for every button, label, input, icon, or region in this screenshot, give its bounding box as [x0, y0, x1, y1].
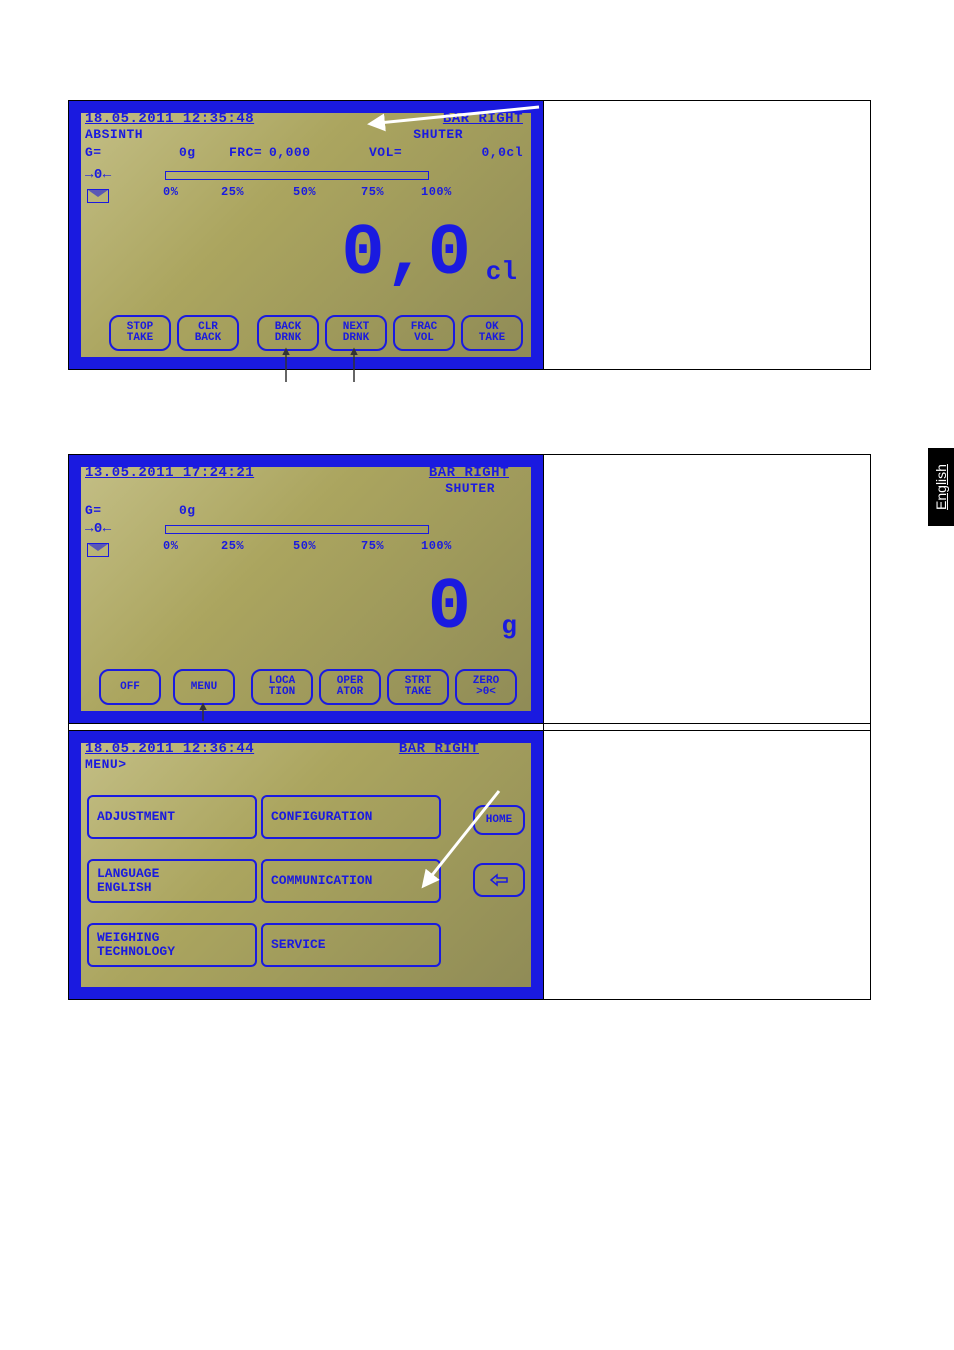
weighing-technology-button[interactable]: WEIGHINGTECHNOLOGY	[87, 923, 257, 967]
screen-3: 18.05.2011 12:36:44 BAR RIGHT MENU> ADJU…	[69, 731, 543, 999]
envelope-icon	[87, 189, 109, 203]
operator-button[interactable]: OPERATOR	[319, 669, 381, 705]
scale-25: 25%	[221, 185, 244, 199]
screen-2: 13.05.2011 17:24:21 BAR RIGHT SHUTER G= …	[69, 455, 543, 723]
scale-100: 100%	[421, 185, 452, 199]
zero-button[interactable]: ZERO>0<	[455, 669, 517, 705]
service-button[interactable]: SERVICE	[261, 923, 441, 967]
language-button[interactable]: LANGUAGEENGLISH	[87, 859, 257, 903]
frac-vol-button[interactable]: FRACVOL	[393, 315, 455, 351]
figure-table-2: 13.05.2011 17:24:21 BAR RIGHT SHUTER G= …	[68, 454, 871, 1000]
header-location: BAR RIGHT	[399, 741, 479, 757]
back-drnk-button[interactable]: BACKDRNK	[257, 315, 319, 351]
language-tab-label: English	[933, 464, 949, 510]
stop-take-button[interactable]: STOPTAKE	[109, 315, 171, 351]
big-unit: g	[501, 611, 517, 641]
zero-icon: →0←	[85, 521, 112, 537]
big-unit: cl	[486, 257, 517, 287]
off-button[interactable]: OFF	[99, 669, 161, 705]
strt-take-button[interactable]: STRTTAKE	[387, 669, 449, 705]
scale-25: 25%	[221, 539, 244, 553]
drink-name: ABSINTH	[85, 127, 143, 142]
header-date-time: 18.05.2011 12:36:44	[85, 741, 254, 757]
screen-1: 18.05.2011 12:35:48 BAR RIGHT ABSINTH SH…	[69, 101, 543, 369]
scale-75: 75%	[361, 185, 384, 199]
g-label: G=	[85, 503, 102, 518]
home-button[interactable]: HOME	[473, 805, 525, 835]
scale-bar	[165, 171, 429, 180]
operator-name: SHUTER	[445, 481, 495, 496]
header-location: BAR RIGHT	[429, 465, 509, 481]
breadcrumb: MENU>	[85, 757, 127, 772]
g-value: 0g	[179, 145, 196, 160]
scale-bar	[165, 525, 429, 534]
vol-label: VOL=	[369, 145, 402, 160]
g-label: G=	[85, 145, 102, 160]
envelope-icon	[87, 543, 109, 557]
vol-value: 0,0cl	[481, 145, 523, 160]
location-button[interactable]: LOCATION	[251, 669, 313, 705]
scale-0: 0%	[163, 185, 178, 199]
header-location: BAR RIGHT	[443, 111, 523, 127]
clr-back-button[interactable]: CLRBACK	[177, 315, 239, 351]
adjustment-button[interactable]: ADJUSTMENT	[87, 795, 257, 839]
scale-100: 100%	[421, 539, 452, 553]
back-button[interactable]	[473, 863, 525, 897]
communication-button[interactable]: COMMUNICATION	[261, 859, 441, 903]
ok-take-button[interactable]: OKTAKE	[461, 315, 523, 351]
back-arrow-icon	[487, 871, 511, 889]
header-date-time: 13.05.2011 17:24:21	[85, 465, 254, 481]
frc-label: FRC=	[229, 145, 262, 160]
next-drnk-button[interactable]: NEXTDRNK	[325, 315, 387, 351]
description-cell-1	[544, 101, 871, 370]
scale-50: 50%	[293, 539, 316, 553]
scale-0: 0%	[163, 539, 178, 553]
configuration-button[interactable]: CONFIGURATION	[261, 795, 441, 839]
scale-50: 50%	[293, 185, 316, 199]
big-value: 0	[428, 567, 471, 649]
frc-value: 0,000	[269, 145, 311, 160]
g-value: 0g	[179, 503, 196, 518]
description-cell-3	[544, 731, 871, 1000]
language-tab[interactable]: English	[928, 448, 954, 526]
figure-table-1: 18.05.2011 12:35:48 BAR RIGHT ABSINTH SH…	[68, 100, 871, 370]
description-cell-2	[544, 455, 871, 724]
operator-name: SHUTER	[413, 127, 463, 142]
big-value: 0,0	[341, 213, 471, 295]
header-date-time: 18.05.2011 12:35:48	[85, 111, 254, 127]
menu-button[interactable]: MENU	[173, 669, 235, 705]
scale-75: 75%	[361, 539, 384, 553]
zero-icon: →0←	[85, 167, 112, 183]
